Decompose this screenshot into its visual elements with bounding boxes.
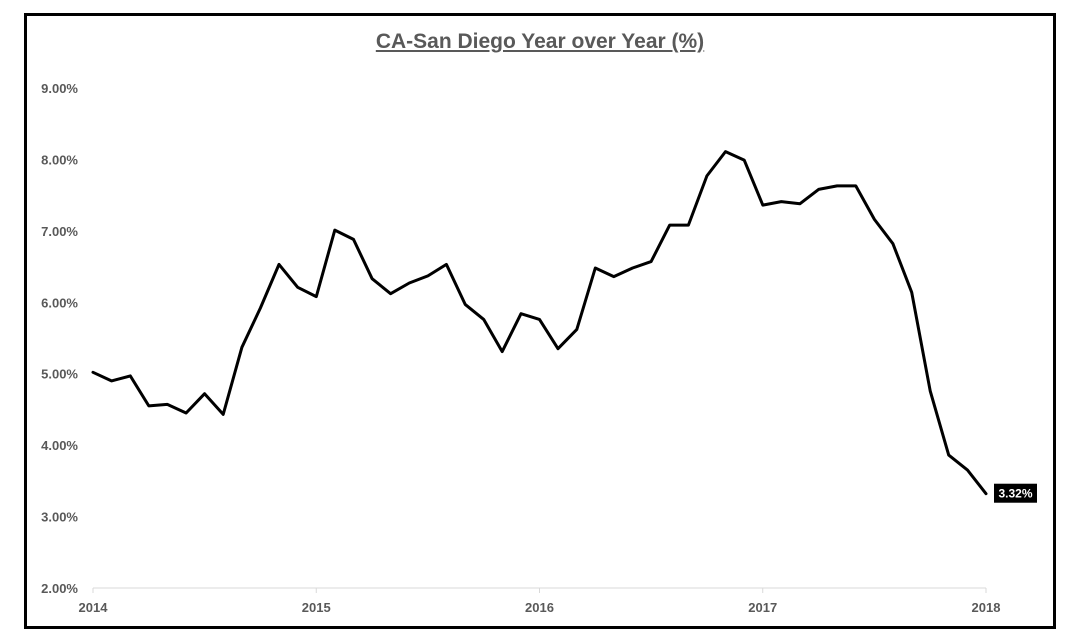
y-tick-label: 2.00%	[41, 581, 78, 596]
data-label-box	[994, 483, 1037, 503]
x-tick-label: 2017	[748, 600, 777, 615]
y-tick-label: 6.00%	[41, 295, 78, 310]
y-tick-label: 7.00%	[41, 224, 78, 239]
y-tick-label: 8.00%	[41, 152, 78, 167]
x-tick-label: 2018	[972, 600, 1001, 615]
y-tick-label: 4.00%	[41, 438, 78, 453]
x-tick-label: 2015	[302, 600, 331, 615]
x-tick-label: 2014	[79, 600, 109, 615]
y-tick-label: 3.00%	[41, 510, 78, 525]
x-tick-label: 2016	[525, 600, 554, 615]
y-tick-label: 5.00%	[41, 367, 78, 382]
chart-title: CA-San Diego Year over Year (%)	[375, 30, 705, 53]
y-tick-label: 9.00%	[41, 81, 78, 96]
data-label: 3.32%	[998, 487, 1032, 501]
series-line	[91, 150, 988, 496]
